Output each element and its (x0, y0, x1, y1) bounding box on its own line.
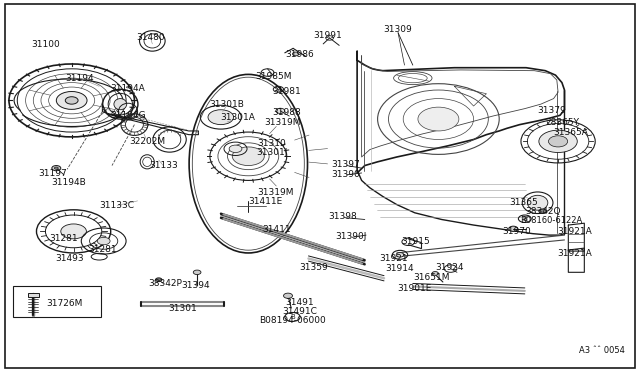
Text: 31100: 31100 (32, 40, 60, 49)
Text: 31651M: 31651M (413, 273, 451, 282)
Text: 31194A: 31194A (111, 84, 145, 93)
Text: 31133C: 31133C (100, 201, 134, 210)
Text: 31281: 31281 (50, 234, 78, 243)
Text: 31301: 31301 (168, 304, 196, 313)
Circle shape (54, 167, 58, 169)
Text: 31397: 31397 (332, 160, 360, 169)
Ellipse shape (527, 195, 548, 210)
Text: A3 ˆˆ 0054: A3 ˆˆ 0054 (579, 346, 625, 355)
Text: 31359: 31359 (300, 263, 328, 272)
Circle shape (539, 209, 547, 214)
Text: 31319M: 31319M (257, 188, 294, 197)
Text: B: B (522, 216, 527, 222)
Text: 31301J: 31301J (256, 148, 288, 157)
Text: 31310: 31310 (258, 140, 286, 148)
Text: 31301B: 31301B (210, 100, 244, 109)
Circle shape (539, 130, 577, 153)
Text: 38342P: 38342P (148, 279, 182, 288)
Text: 31921: 31921 (380, 254, 408, 263)
Text: 31379: 31379 (538, 106, 566, 115)
Text: 31390: 31390 (332, 170, 360, 179)
Circle shape (229, 145, 242, 153)
Circle shape (61, 224, 86, 239)
Text: B08160-6122A: B08160-6122A (520, 216, 583, 225)
Circle shape (97, 237, 110, 245)
Text: 31398: 31398 (328, 212, 356, 221)
Text: 31194G: 31194G (110, 111, 146, 120)
Text: 31970: 31970 (503, 227, 531, 236)
Text: 31986: 31986 (285, 50, 314, 59)
Text: 31411E: 31411E (248, 197, 283, 206)
Text: 31365A: 31365A (554, 128, 588, 137)
Bar (13, 286, 101, 317)
Circle shape (65, 97, 78, 104)
Text: 38342Q: 38342Q (525, 207, 561, 216)
FancyArrowPatch shape (223, 214, 362, 259)
Circle shape (292, 52, 299, 56)
Text: 32202M: 32202M (129, 137, 165, 146)
Text: 31726M: 31726M (46, 299, 82, 308)
Text: 31133: 31133 (149, 161, 177, 170)
Text: 31194: 31194 (66, 74, 94, 83)
Ellipse shape (114, 99, 127, 110)
Text: 31915: 31915 (402, 237, 430, 246)
Bar (28, 293, 39, 297)
Text: 31390J: 31390J (335, 232, 367, 241)
Text: 31491: 31491 (285, 298, 314, 307)
Circle shape (232, 147, 264, 166)
Text: 31921A: 31921A (557, 249, 592, 258)
Text: 31309: 31309 (384, 25, 412, 34)
Text: 31985M: 31985M (255, 72, 292, 81)
FancyArrowPatch shape (223, 219, 362, 264)
Text: B08194-06000: B08194-06000 (259, 316, 326, 325)
Circle shape (509, 226, 518, 231)
Circle shape (52, 166, 61, 171)
Text: 31365: 31365 (509, 198, 538, 207)
Circle shape (432, 272, 438, 275)
Text: 31394: 31394 (181, 281, 209, 290)
Text: 28365Y: 28365Y (545, 118, 579, 126)
Text: 31281: 31281 (88, 246, 116, 254)
Circle shape (548, 136, 568, 147)
Text: 31924: 31924 (435, 263, 463, 272)
Text: 31197: 31197 (39, 169, 67, 178)
Text: 31901E: 31901E (397, 284, 432, 293)
Circle shape (208, 110, 234, 125)
Circle shape (276, 108, 285, 113)
Text: 31491C: 31491C (282, 307, 317, 316)
Text: 31480: 31480 (136, 33, 164, 42)
Text: 31981: 31981 (273, 87, 301, 96)
Text: 31301A: 31301A (221, 113, 255, 122)
Text: 31493: 31493 (55, 254, 83, 263)
Text: B: B (290, 314, 295, 320)
Circle shape (284, 293, 292, 298)
Circle shape (156, 278, 162, 282)
Text: 31988: 31988 (273, 108, 301, 117)
Circle shape (193, 270, 201, 275)
Text: 31914: 31914 (386, 264, 414, 273)
Circle shape (418, 107, 459, 131)
Text: 31921A: 31921A (557, 227, 592, 236)
Circle shape (396, 253, 404, 257)
Circle shape (56, 92, 87, 109)
Text: 31319M: 31319M (264, 118, 301, 126)
Text: 31991: 31991 (314, 31, 342, 40)
Text: 31194B: 31194B (52, 178, 86, 187)
Text: 31411: 31411 (262, 225, 291, 234)
